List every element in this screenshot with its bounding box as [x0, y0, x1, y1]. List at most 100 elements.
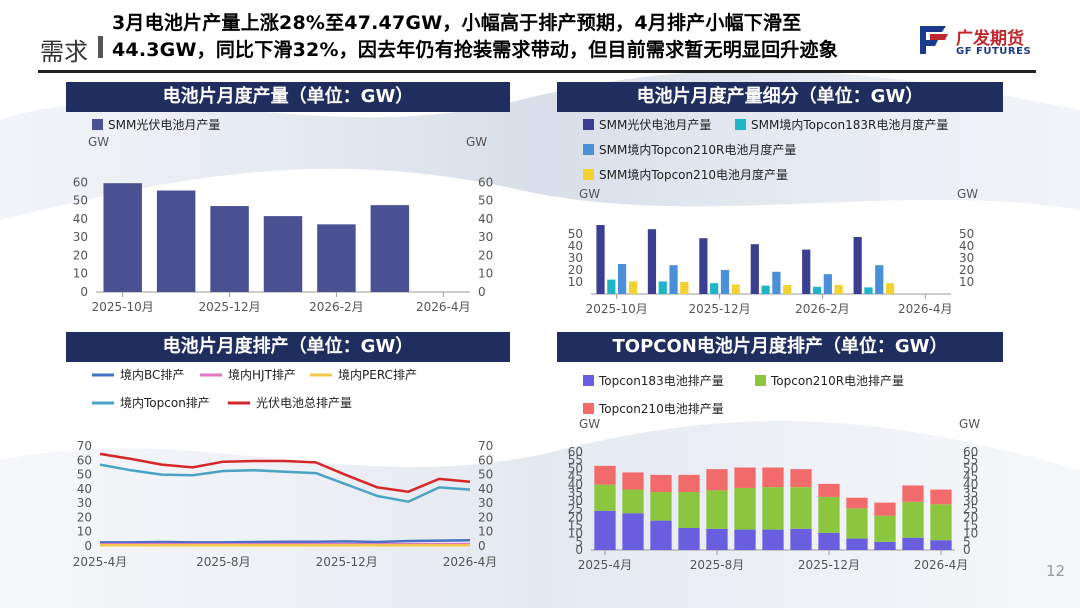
chart4-xtick-label: 2026-4月	[914, 558, 969, 572]
chart1-xtick-label: 2025-12月	[199, 300, 261, 314]
chart2-legend-swatch	[583, 169, 594, 180]
chart2-legend-swatch	[583, 144, 594, 155]
chart4-stack-segment	[622, 489, 644, 514]
chart4-stack-segment	[874, 515, 896, 542]
chart1-legend-label: SMM光伏电池月产量	[108, 118, 220, 132]
chart4-ytick-right: 5	[963, 535, 971, 549]
chart4-stack-segment	[594, 465, 616, 485]
chart2-ytick-left: 10	[568, 275, 583, 289]
chart1-ytick-left: 20	[73, 248, 88, 262]
chart2-bar	[699, 238, 708, 294]
chart4-xtick-label: 2025-4月	[578, 558, 633, 572]
chart2-bar	[731, 284, 740, 294]
chart3-ytick-right: 30	[478, 496, 493, 510]
chart4-ytick-right: 55	[963, 453, 978, 467]
chart2-ytick-left: 20	[568, 263, 583, 277]
chart4-stack-segment	[930, 540, 952, 550]
section-label: 需求	[40, 38, 88, 66]
chart3-ytick-right: 70	[478, 439, 493, 453]
chart3-xtick-label: 2025-4月	[73, 555, 128, 569]
chart4-stack-segment	[622, 472, 644, 490]
chart4-ytick-left: 60	[568, 445, 583, 459]
chart4-ytick-left: 45	[568, 470, 583, 484]
chart4-ytick-left: 30	[568, 494, 583, 508]
chart4-stack-segment	[846, 508, 868, 539]
chart4-stack-segment	[902, 485, 924, 502]
chart3-legend-label: 境内HJT排产	[228, 367, 296, 382]
chart2-bar	[823, 274, 832, 294]
logo-text-en: GF FUTURES	[956, 46, 1032, 57]
chart-3-title: 电池片月度排产（单位：GW）	[66, 332, 510, 362]
chart2-ytick-right: 10	[959, 275, 974, 289]
chart4-stack-segment	[902, 501, 924, 538]
chart4-ytick-right: 35	[963, 486, 978, 500]
chart4-stack-segment	[818, 496, 840, 533]
chart2-bar	[885, 283, 895, 294]
logo-text-cn: 广发期货	[956, 29, 1024, 49]
chart3-ytick-left: 10	[77, 525, 92, 539]
chart4-stack-segment	[678, 492, 700, 528]
chart4-ytick-left: 35	[568, 486, 583, 500]
gf-futures-logo: 广发期货 GF FUTURES	[916, 22, 1036, 62]
chart3-series-line	[99, 452, 471, 493]
chart2-bar	[834, 285, 843, 294]
chart2-xtick-label: 2026-2月	[795, 302, 850, 316]
chart4-stack-segment	[762, 529, 784, 550]
chart3-ytick-left: 70	[77, 439, 92, 453]
chart2-bar	[864, 287, 873, 294]
chart2-ytick-right: 40	[959, 239, 974, 253]
chart2-xtick-label: 2025-12月	[689, 302, 751, 316]
chart3-ytick-right: 0	[478, 539, 486, 553]
chart4-stack-segment	[790, 528, 812, 550]
chart4-stack-segment	[762, 487, 784, 530]
chart3-legend-label: 境内BC排产	[120, 367, 184, 382]
chart1-ytick-right: 30	[478, 230, 493, 244]
gf-logo-icon	[920, 26, 948, 54]
chart2-bar	[658, 281, 667, 294]
chart4-stack-segment	[818, 532, 840, 550]
chart4-stack-segment	[790, 487, 812, 529]
chart2-legend-swatch	[735, 119, 746, 130]
chart4-stack-segment	[594, 510, 616, 550]
chart4-legend-label: Topcon210电池排产量	[598, 402, 724, 416]
chart3-series-line	[100, 539, 471, 544]
chart4-ytick-left: 40	[568, 478, 583, 492]
chart2-bar	[596, 225, 605, 294]
chart-4-title: TOPCON电池片月度排产（单位：GW）	[557, 332, 1003, 362]
chart4-stack-segment	[790, 469, 812, 488]
chart4-ytick-right: 0	[963, 543, 971, 557]
chart4-ytick-left: 15	[568, 519, 583, 533]
chart4-stack-segment	[678, 527, 700, 550]
chart1-unit-left: GW	[88, 135, 109, 149]
chart4-legend-swatch	[583, 403, 594, 414]
chart1-ytick-left: 10	[73, 267, 88, 281]
chart1-bar	[103, 183, 142, 292]
chart2-bar	[607, 279, 616, 294]
chart1-bar	[370, 205, 410, 292]
chart3-legend-label: 境内Topcon排产	[120, 395, 210, 410]
chart1-ytick-right: 10	[478, 267, 493, 281]
section-divider	[98, 36, 103, 58]
chart4-ytick-right: 25	[963, 502, 978, 516]
chart4-stack-segment	[650, 492, 672, 521]
chart4-stack-segment	[678, 474, 700, 493]
chart2-bar	[812, 286, 822, 294]
chart4-stack-segment	[846, 538, 868, 550]
chart4-stack-segment	[902, 537, 924, 550]
chart2-bar	[802, 249, 811, 294]
chart3-ytick-right: 20	[478, 510, 493, 524]
chart3-ytick-left: 20	[77, 510, 92, 524]
chart1-bar	[156, 190, 196, 292]
chart2-legend-label: SMM境内Topcon210电池月度产量	[599, 167, 788, 182]
chart4-legend-label: Topcon183电池排产量	[598, 374, 724, 388]
chart4-ytick-right: 30	[963, 494, 978, 508]
chart4-ytick-left: 50	[568, 461, 583, 475]
chart1-ytick-right: 0	[478, 285, 486, 299]
chart4-xtick-label: 2025-12月	[798, 558, 860, 572]
chart2-legend-label: SMM境内Topcon183R电池月度产量	[751, 117, 948, 132]
chart4-xtick-label: 2025-8月	[690, 558, 745, 572]
chart4-legend-label: Topcon210R电池排产量	[770, 374, 904, 388]
chart4-stack-segment	[650, 474, 672, 493]
chart2-bar	[853, 237, 862, 294]
